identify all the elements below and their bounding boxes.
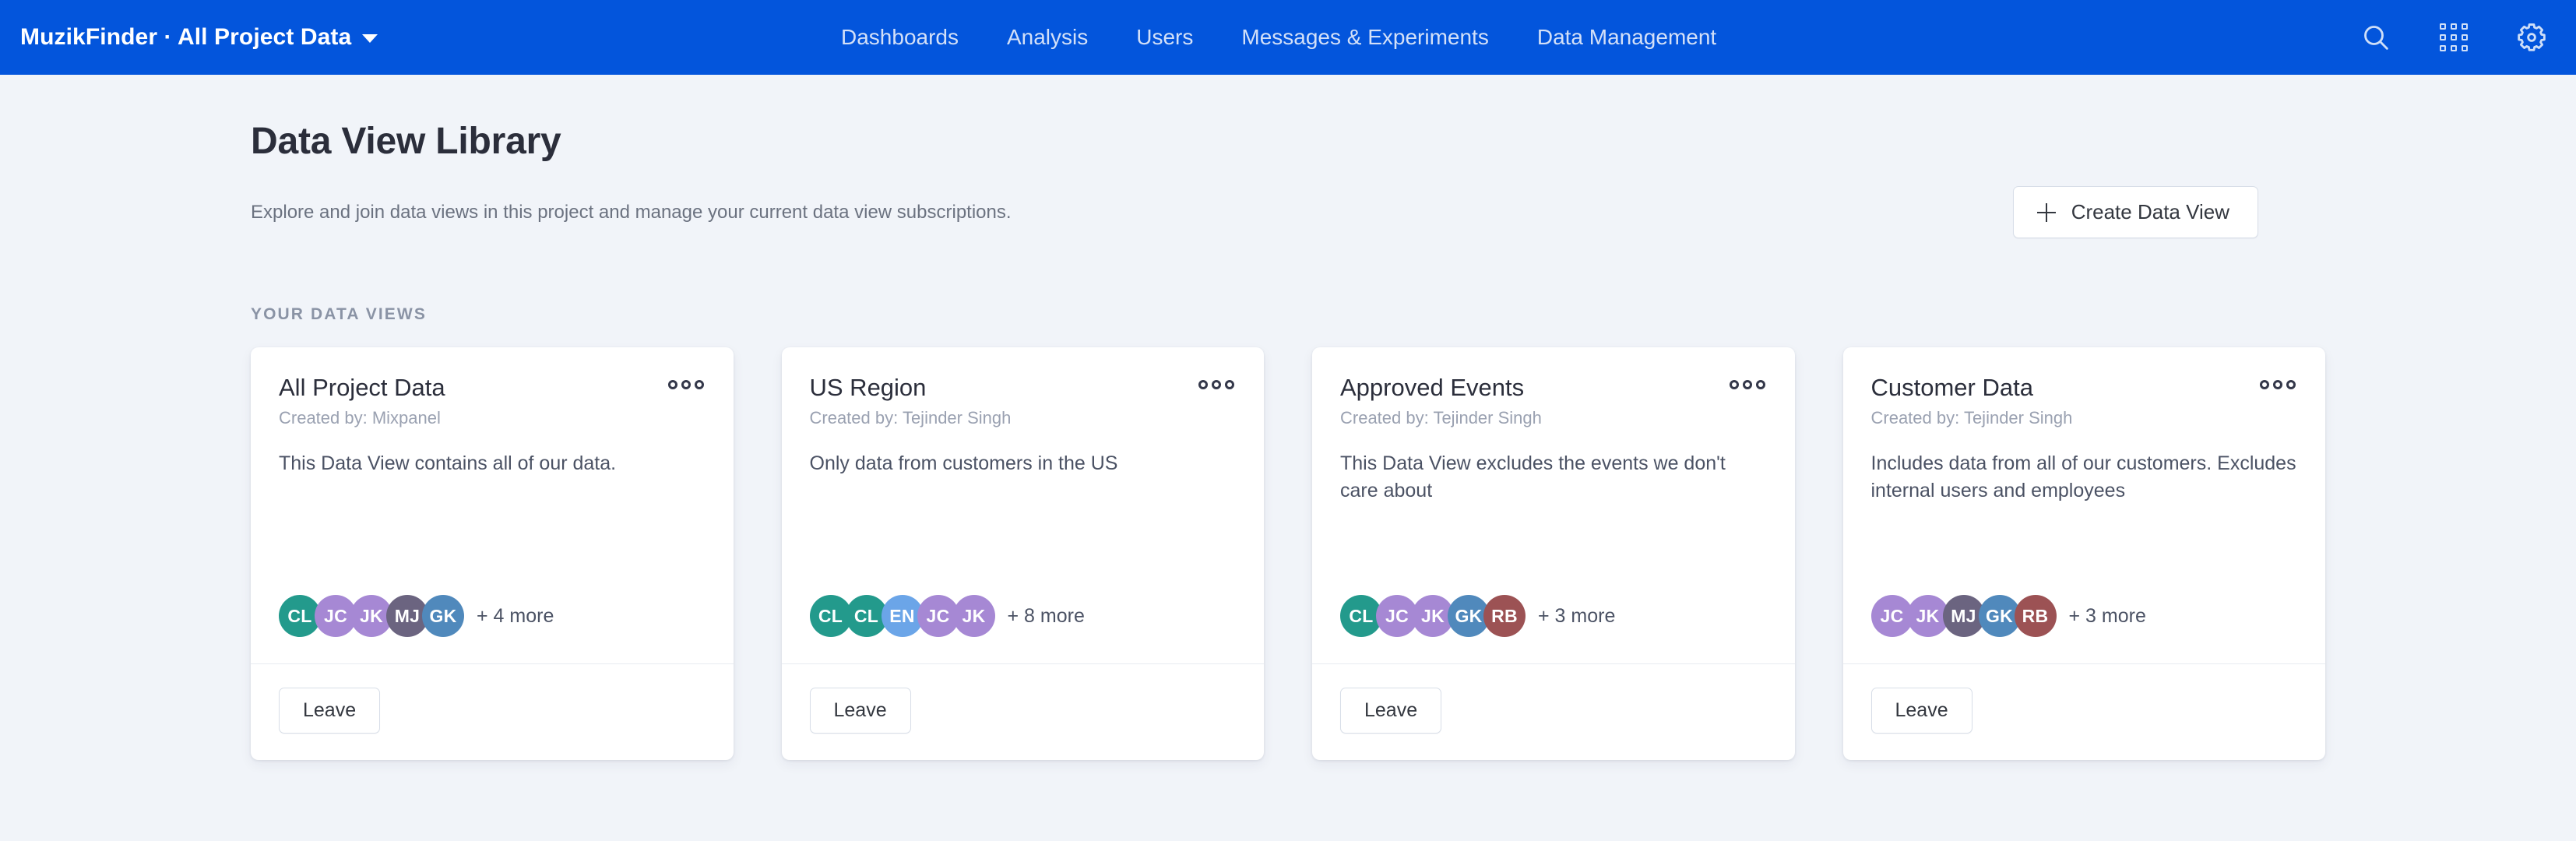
create-data-view-button[interactable]: Create Data View bbox=[2012, 186, 2258, 238]
card-body: Customer Data Created by: Tejinder Singh… bbox=[1843, 347, 2326, 663]
avatar[interactable]: CL bbox=[809, 595, 852, 637]
card-header: Approved Events bbox=[1340, 374, 1767, 402]
avatar[interactable]: CL bbox=[279, 595, 321, 637]
card-body: All Project Data Created by: Mixpanel Th… bbox=[251, 347, 734, 663]
search-icon[interactable] bbox=[2358, 19, 2394, 55]
leave-button[interactable]: Leave bbox=[809, 688, 911, 734]
data-view-card[interactable]: All Project Data Created by: Mixpanel Th… bbox=[251, 347, 734, 760]
card-description: This Data View contains all of our data. bbox=[279, 452, 617, 474]
card-author: Created by: Mixpanel bbox=[279, 407, 441, 428]
ellipsis-icon[interactable] bbox=[1197, 374, 1236, 396]
avatar[interactable]: JC bbox=[917, 595, 959, 637]
nav-item-data-management[interactable]: Data Management bbox=[1536, 25, 1717, 49]
card-title[interactable]: Customer Data bbox=[1870, 374, 2033, 401]
avatar[interactable]: JC bbox=[1376, 595, 1418, 637]
avatar[interactable]: JC bbox=[1870, 595, 1913, 637]
card-header: US Region bbox=[810, 374, 1237, 402]
nav-item-dashboards[interactable]: Dashboards bbox=[841, 25, 959, 49]
nav-item-users[interactable]: Users bbox=[1136, 25, 1194, 49]
avatar[interactable]: GK bbox=[1448, 595, 1490, 637]
card-footer: Leave bbox=[251, 663, 734, 760]
card-header: Customer Data bbox=[1871, 374, 2298, 402]
page-header-row: Explore and join data views in this proj… bbox=[251, 186, 2576, 238]
topbar-actions bbox=[2358, 19, 2550, 55]
data-view-card[interactable]: Customer Data Created by: Tejinder Singh… bbox=[1842, 347, 2326, 760]
avatar[interactable]: CL bbox=[845, 595, 888, 637]
avatar-stack: CL CL EN JC JK bbox=[809, 595, 995, 637]
avatar[interactable]: JK bbox=[1412, 595, 1454, 637]
ellipsis-icon[interactable] bbox=[1728, 374, 1767, 396]
avatar-stack: CL JC JK MJ GK bbox=[279, 595, 464, 637]
card-author: Created by: Tejinder Singh bbox=[809, 407, 1012, 428]
card-title[interactable]: Approved Events bbox=[1340, 374, 1525, 401]
leave-button[interactable]: Leave bbox=[1340, 688, 1442, 734]
avatar[interactable]: JK bbox=[350, 595, 392, 637]
avatar[interactable]: RB bbox=[2014, 595, 2057, 637]
avatar[interactable]: JK bbox=[952, 595, 995, 637]
card-body: Approved Events Created by: Tejinder Sin… bbox=[1312, 347, 1795, 663]
card-members: JC JK MJ GK RB + 3 more bbox=[1870, 595, 2298, 637]
plus-icon bbox=[2036, 202, 2056, 222]
card-description: This Data View excludes the events we do… bbox=[1340, 452, 1726, 502]
card-members: CL CL EN JC JK + 8 more bbox=[809, 595, 1237, 637]
avatar-stack: CL JC JK GK RB bbox=[1340, 595, 1526, 637]
nav-item-analysis[interactable]: Analysis bbox=[1006, 25, 1089, 49]
data-view-card[interactable]: US Region Created by: Tejinder Singh Onl… bbox=[781, 347, 1265, 760]
main-nav: Dashboards Analysis Users Messages & Exp… bbox=[841, 0, 1716, 75]
avatar[interactable]: RB bbox=[1483, 595, 1526, 637]
card-header: All Project Data bbox=[279, 374, 706, 402]
data-view-card-grid: All Project Data Created by: Mixpanel Th… bbox=[251, 347, 2576, 760]
avatar[interactable]: JK bbox=[1906, 595, 1949, 637]
avatar-more-count[interactable]: + 3 more bbox=[2068, 604, 2146, 627]
page-title: Data View Library bbox=[251, 121, 561, 162]
section-label-your-data-views: YOUR DATA VIEWS bbox=[251, 305, 427, 323]
avatar-stack: JC JK MJ GK RB bbox=[1870, 595, 2057, 637]
card-author: Created by: Tejinder Singh bbox=[1340, 407, 1542, 428]
card-body: US Region Created by: Tejinder Singh Onl… bbox=[782, 347, 1265, 663]
card-members: CL JC JK MJ GK + 4 more bbox=[279, 595, 706, 637]
card-description: Includes data from all of our customers.… bbox=[1870, 452, 2296, 502]
avatar-more-count[interactable]: + 3 more bbox=[1538, 604, 1616, 627]
create-data-view-label: Create Data View bbox=[2071, 200, 2229, 223]
card-footer: Leave bbox=[1312, 663, 1795, 760]
avatar[interactable]: GK bbox=[1978, 595, 2021, 637]
chevron-down-icon bbox=[362, 34, 378, 43]
avatar[interactable]: MJ bbox=[386, 595, 428, 637]
leave-button[interactable]: Leave bbox=[1870, 688, 1972, 734]
project-switcher[interactable]: MuzikFinder · All Project Data bbox=[20, 24, 378, 51]
avatar-more-count[interactable]: + 8 more bbox=[1007, 604, 1085, 627]
card-members: CL JC JK GK RB + 3 more bbox=[1340, 595, 1767, 637]
leave-button[interactable]: Leave bbox=[279, 688, 381, 734]
card-description: Only data from customers in the US bbox=[809, 452, 1118, 474]
page-content: Data View Library Explore and join data … bbox=[0, 120, 2576, 760]
card-title[interactable]: US Region bbox=[809, 374, 927, 401]
gear-icon[interactable] bbox=[2514, 19, 2550, 55]
avatar[interactable]: JC bbox=[315, 595, 357, 637]
grid-apps-icon[interactable] bbox=[2436, 19, 2472, 55]
nav-item-messages-experiments[interactable]: Messages & Experiments bbox=[1241, 25, 1489, 49]
ellipsis-icon[interactable] bbox=[2258, 374, 2297, 396]
avatar[interactable]: EN bbox=[881, 595, 924, 637]
top-navigation-bar: MuzikFinder · All Project Data Dashboard… bbox=[0, 0, 2576, 75]
avatar[interactable]: CL bbox=[1340, 595, 1382, 637]
card-footer: Leave bbox=[1842, 663, 2325, 760]
card-author: Created by: Tejinder Singh bbox=[1870, 407, 2073, 428]
avatar[interactable]: MJ bbox=[1942, 595, 1985, 637]
brand-label: MuzikFinder · All Project Data bbox=[20, 24, 352, 50]
page-subtitle: Explore and join data views in this proj… bbox=[251, 201, 1012, 223]
ellipsis-icon[interactable] bbox=[667, 374, 706, 396]
data-view-card[interactable]: Approved Events Created by: Tejinder Sin… bbox=[1312, 347, 1795, 760]
card-title[interactable]: All Project Data bbox=[279, 374, 445, 401]
avatar-more-count[interactable]: + 4 more bbox=[477, 604, 554, 627]
avatar[interactable]: GK bbox=[422, 595, 464, 637]
card-footer: Leave bbox=[781, 663, 1264, 760]
